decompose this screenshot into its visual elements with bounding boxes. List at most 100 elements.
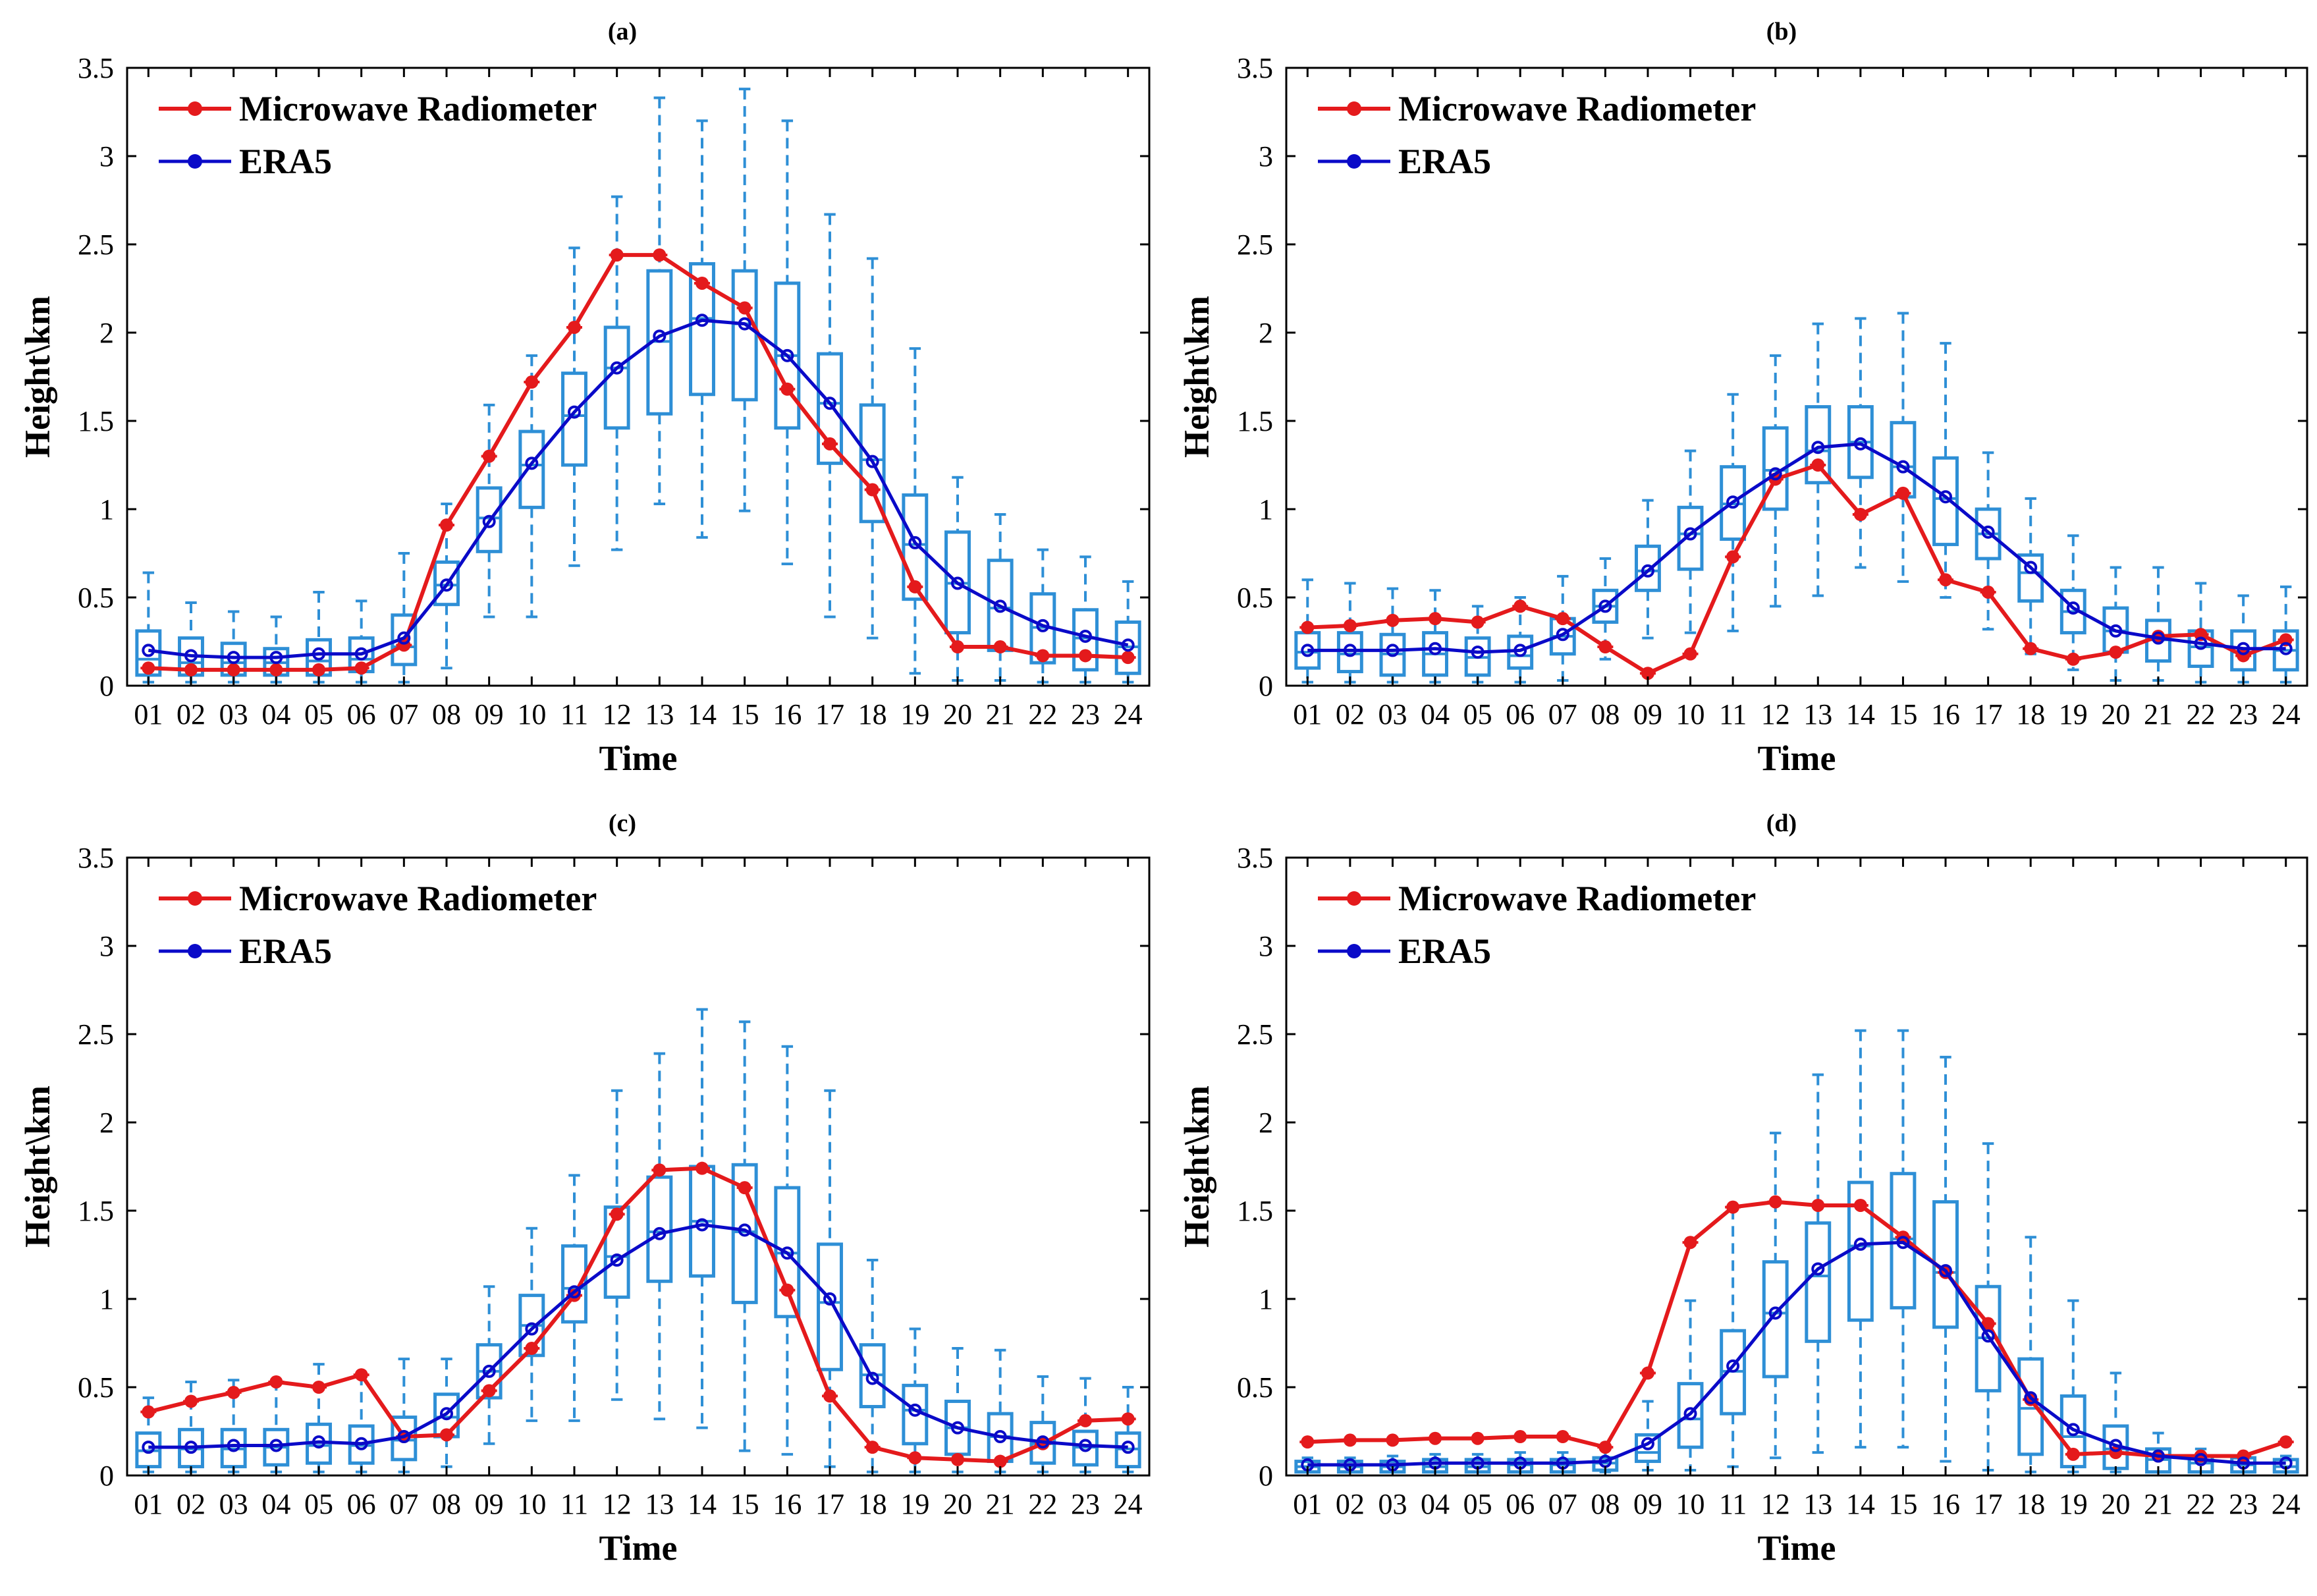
point-era5-03 <box>1386 644 1400 657</box>
x-tick-label: 08 <box>432 698 461 730</box>
point-era5-23 <box>1079 629 1092 643</box>
x-tick-label: 03 <box>219 698 248 730</box>
series-radiometer <box>140 248 1136 676</box>
x-tick-label: 23 <box>2229 698 2258 730</box>
x-tick-label: 11 <box>1719 1488 1747 1520</box>
box-iqr <box>1677 505 1704 571</box>
point-era5-13 <box>653 1226 667 1240</box>
x-tick-label: 17 <box>1974 698 2003 730</box>
box-05 <box>306 1363 332 1473</box>
x-tick-label: 06 <box>1506 1488 1535 1520</box>
x-tick-label: 07 <box>389 698 418 730</box>
point-era5-16 <box>1939 490 1953 504</box>
series-line-radiometer <box>148 253 1128 672</box>
x-tick-label: 20 <box>2101 1488 2130 1520</box>
panel-title: (a) <box>608 18 637 45</box>
x-tick-label: 22 <box>2187 698 2216 730</box>
box-14 <box>1847 317 1874 569</box>
point-era5-15 <box>1896 460 1910 474</box>
point-era5-16 <box>780 348 794 362</box>
box-iqr <box>689 261 715 397</box>
point-era5-20 <box>2109 624 2123 638</box>
box-iqr <box>1336 631 1363 674</box>
point-era5-03 <box>227 651 240 665</box>
x-tick-label: 19 <box>900 1488 929 1520</box>
y-tick-label: 2.5 <box>78 1018 114 1051</box>
x-tick-label: 07 <box>1548 698 1577 730</box>
y-tick-label: 2.5 <box>1237 1018 1273 1051</box>
x-tick-label: 19 <box>2059 698 2088 730</box>
series-era5 <box>1301 1236 2293 1472</box>
box-iqr <box>859 403 886 524</box>
box-10 <box>1677 1299 1704 1472</box>
legend-marker-radiometer <box>188 891 202 906</box>
x-tick-label: 16 <box>773 698 802 730</box>
x-tick-label: 06 <box>347 1488 376 1520</box>
x-tick-label: 16 <box>1931 698 1960 730</box>
x-tick-label: 02 <box>177 1488 205 1520</box>
point-era5-06 <box>354 647 368 661</box>
legend-label-radiometer: Microwave Radiometer <box>239 89 597 128</box>
x-tick-label: 12 <box>1761 698 1790 730</box>
x-tick-label: 24 <box>1114 1488 1143 1520</box>
x-tick-label: 22 <box>1028 698 1057 730</box>
x-tick-label: 24 <box>2272 1488 2301 1520</box>
x-tick-label: 07 <box>1548 1488 1577 1520</box>
point-era5-17 <box>1981 525 1995 539</box>
box-15 <box>731 1020 758 1452</box>
box-iqr <box>1762 1260 1789 1379</box>
point-era5-18 <box>2024 561 2038 574</box>
panel-title: (c) <box>609 810 636 837</box>
y-tick-label: 3.5 <box>1237 842 1273 874</box>
point-era5-23 <box>2237 642 2250 655</box>
point-era5-14 <box>1853 1237 1867 1251</box>
y-tick-label: 1.5 <box>78 1195 114 1227</box>
x-tick-label: 21 <box>986 698 1015 730</box>
point-era5-11 <box>568 405 581 419</box>
y-tick-label: 3.5 <box>78 842 114 874</box>
point-era5-16 <box>780 1246 794 1260</box>
y-tick-label: 2 <box>99 317 114 349</box>
point-era5-11 <box>1726 495 1740 509</box>
plot-frame <box>1285 856 2308 1477</box>
x-tick-label: 20 <box>943 698 972 730</box>
point-era5-18 <box>2024 1391 2038 1405</box>
x-tick-label: 18 <box>2016 698 2045 730</box>
y-tick-label: 2 <box>99 1107 114 1139</box>
box-17 <box>817 1089 843 1468</box>
series-radiometer <box>1299 1195 2294 1463</box>
x-tick-label: 20 <box>943 1488 972 1520</box>
x-tick-label: 14 <box>688 698 717 730</box>
box-13 <box>646 96 673 505</box>
y-tick-label: 1.5 <box>1237 405 1273 437</box>
x-tick-label: 11 <box>560 698 588 730</box>
box-23 <box>2230 594 2257 684</box>
series-line-era5 <box>1307 1240 2286 1467</box>
point-era5-11 <box>1726 1359 1740 1373</box>
x-tick-label: 05 <box>1463 1488 1492 1520</box>
box-02 <box>1336 582 1363 684</box>
box-15 <box>1890 1029 1917 1449</box>
point-era5-02 <box>184 649 198 663</box>
box-iqr <box>1890 1172 1917 1309</box>
x-tick-label: 17 <box>815 698 844 730</box>
point-era5-05 <box>1471 646 1485 659</box>
y-axis-label: Height\km <box>18 296 57 458</box>
box-15 <box>1890 312 1917 583</box>
point-era5-09 <box>1641 1437 1654 1450</box>
legend-label-era5: ERA5 <box>239 142 332 181</box>
box-21 <box>987 1348 1014 1473</box>
x-tick-label: 04 <box>261 698 290 730</box>
x-tick-label: 17 <box>815 1488 844 1520</box>
x-tick-label: 05 <box>304 1488 333 1520</box>
point-era5-14 <box>695 1218 709 1232</box>
y-tick-label: 1.5 <box>78 405 114 437</box>
box-iqr <box>1677 1382 1704 1449</box>
box-iqr <box>646 1175 673 1283</box>
x-tick-label: 09 <box>475 698 504 730</box>
point-era5-24 <box>1121 1441 1135 1454</box>
x-tick-label: 24 <box>2272 698 2301 730</box>
legend-label-radiometer: Microwave Radiometer <box>1398 879 1756 918</box>
box-19 <box>902 347 929 675</box>
series-line-era5 <box>148 318 1129 659</box>
